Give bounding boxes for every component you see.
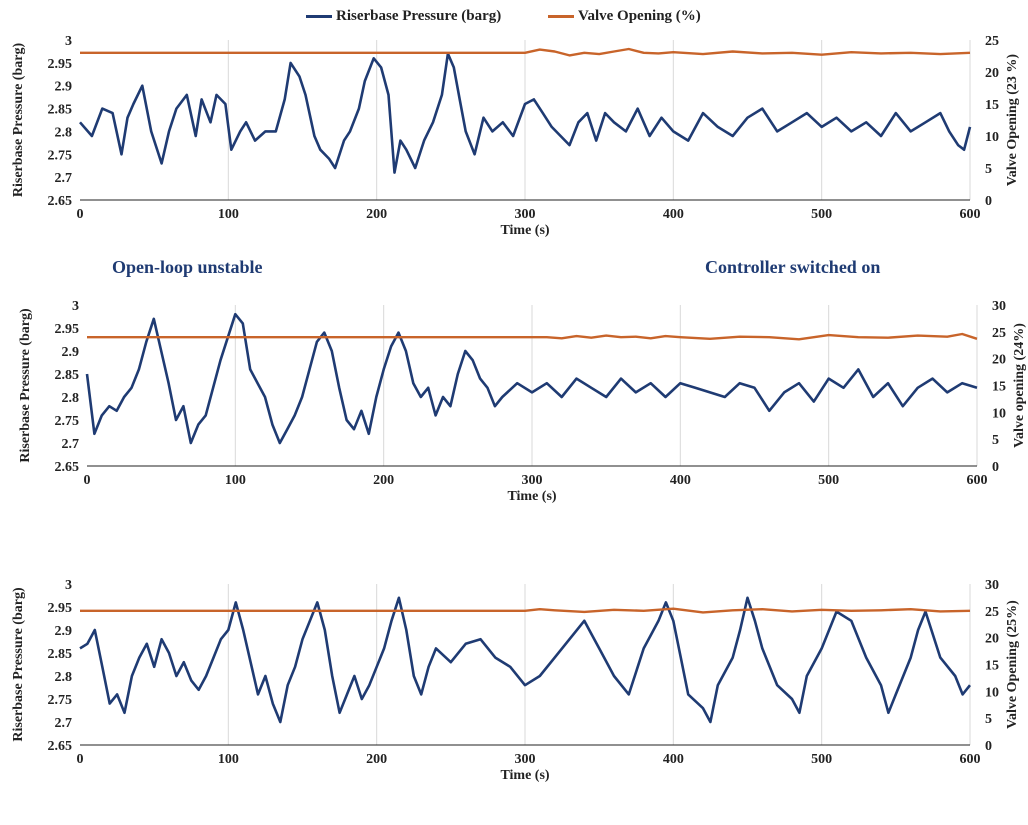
x-tick-label: 100 xyxy=(218,752,239,767)
y-tick-label: 2.75 xyxy=(48,693,73,708)
y2-axis-title: Valve Opening (25%) xyxy=(1005,600,1020,729)
y-tick-label: 2.95 xyxy=(48,601,73,616)
x-tick-label: 600 xyxy=(960,752,981,767)
y-tick-label: 2.95 xyxy=(55,322,80,337)
x-tick-label: 200 xyxy=(366,207,387,222)
y2-tick-label: 20 xyxy=(985,632,999,647)
legend-label-valve: Valve Opening (%) xyxy=(578,7,701,24)
x-axis-title: Time (s) xyxy=(500,223,549,238)
x-tick-label: 600 xyxy=(960,207,981,222)
y-tick-label: 2.7 xyxy=(55,716,73,731)
y2-tick-label: 15 xyxy=(992,380,1006,395)
y-tick-label: 2.8 xyxy=(55,670,73,685)
x-tick-label: 0 xyxy=(77,752,84,767)
y-tick-label: 2.8 xyxy=(62,391,80,406)
y2-tick-label: 0 xyxy=(985,194,992,209)
x-tick-label: 600 xyxy=(967,473,988,488)
y2-tick-label: 25 xyxy=(985,34,999,49)
x-tick-label: 400 xyxy=(663,207,684,222)
x-tick-label: 400 xyxy=(670,473,691,488)
x-tick-label: 100 xyxy=(218,207,239,222)
series-line-riserbase-pressure xyxy=(85,312,978,445)
series-line-valve-opening xyxy=(80,607,971,614)
y-axis-title: Riserbase Pressure (barg) xyxy=(11,587,26,742)
y2-tick-label: 20 xyxy=(985,66,999,81)
x-tick-label: 300 xyxy=(515,752,536,767)
x-axis-title: Time (s) xyxy=(500,768,549,783)
series-line-valve-opening xyxy=(80,47,971,57)
x-axis-title: Time (s) xyxy=(507,489,556,504)
series-line-valve-opening xyxy=(87,332,978,341)
legend-item-valve: Valve Opening (%) xyxy=(548,4,701,28)
legend: Riserbase Pressure (barg) Valve Opening … xyxy=(0,4,1028,28)
y-tick-label: 2.8 xyxy=(55,125,73,140)
y2-tick-label: 25 xyxy=(992,326,1006,341)
x-tick-label: 200 xyxy=(366,752,387,767)
annotation-open-loop-unstable: Open-loop unstable xyxy=(112,257,263,277)
y2-tick-label: 25 xyxy=(985,605,999,620)
series-line-riserbase-pressure xyxy=(79,596,972,724)
x-tick-label: 300 xyxy=(522,473,543,488)
x-tick-label: 400 xyxy=(663,752,684,767)
y-tick-label: 3 xyxy=(72,299,79,314)
y-tick-label: 2.9 xyxy=(62,345,80,360)
y2-tick-label: 0 xyxy=(992,460,999,475)
chart-panel-3: 0 100 200 300 400 500 6002.652.72.752.82.852.9… xyxy=(11,578,1020,783)
y2-tick-label: 10 xyxy=(992,406,1006,421)
y-tick-label: 2.75 xyxy=(55,414,80,429)
y-tick-label: 2.7 xyxy=(55,171,73,186)
y-tick-label: 2.75 xyxy=(48,148,73,163)
y2-axis-title: Valve Opening (23 %) xyxy=(1005,54,1020,186)
chart-panel-1: 0 100 200 300 400 500 6002.652.72.752.82.852.9… xyxy=(11,34,1020,238)
y2-tick-label: 15 xyxy=(985,659,999,674)
y2-tick-label: 0 xyxy=(985,739,992,754)
y2-axis-title: Valve opening (24%) xyxy=(1012,323,1027,448)
y2-tick-label: 10 xyxy=(985,130,999,145)
y-tick-label: 2.9 xyxy=(55,80,73,95)
y-tick-label: 2.85 xyxy=(48,647,73,662)
chart-panel-2: 0 100 200 300 400 500 6002.652.72.752.82.852.9… xyxy=(18,299,1027,504)
y2-tick-label: 5 xyxy=(985,712,992,727)
y2-tick-label: 30 xyxy=(992,299,1006,314)
x-tick-label: 100 xyxy=(225,473,246,488)
y-tick-label: 2.85 xyxy=(55,368,80,383)
y2-tick-label: 20 xyxy=(992,353,1006,368)
x-tick-label: 300 xyxy=(515,207,536,222)
y-tick-label: 2.9 xyxy=(55,624,73,639)
y2-tick-label: 15 xyxy=(985,98,999,113)
y-tick-label: 2.65 xyxy=(48,194,73,209)
legend-item-pressure: Riserbase Pressure (barg) xyxy=(306,4,501,28)
y-tick-label: 2.65 xyxy=(55,460,80,475)
x-tick-label: 500 xyxy=(811,207,832,222)
y-tick-label: 2.7 xyxy=(62,437,80,452)
legend-swatch-pressure xyxy=(306,14,332,18)
y2-tick-label: 5 xyxy=(992,433,999,448)
annotation-controller-switched-on: Controller switched on xyxy=(705,257,881,277)
y2-tick-label: 5 xyxy=(985,162,992,177)
y-tick-label: 2.65 xyxy=(48,739,73,754)
y-tick-label: 3 xyxy=(65,34,72,49)
x-tick-label: 500 xyxy=(811,752,832,767)
legend-label-pressure: Riserbase Pressure (barg) xyxy=(336,7,502,24)
x-tick-label: 500 xyxy=(818,473,839,488)
y2-tick-label: 10 xyxy=(985,685,999,700)
x-tick-label: 0 xyxy=(77,207,84,222)
legend-swatch-valve xyxy=(548,14,574,18)
x-tick-label: 0 xyxy=(84,473,91,488)
y-axis-title: Riserbase Pressure (barg) xyxy=(11,43,26,198)
y-tick-label: 2.85 xyxy=(48,103,73,118)
y-tick-label: 3 xyxy=(65,578,72,593)
y-tick-label: 2.95 xyxy=(48,57,73,72)
y-axis-title: Riserbase Pressure (barg) xyxy=(18,308,33,463)
y2-tick-label: 30 xyxy=(985,578,999,593)
x-tick-label: 200 xyxy=(373,473,394,488)
